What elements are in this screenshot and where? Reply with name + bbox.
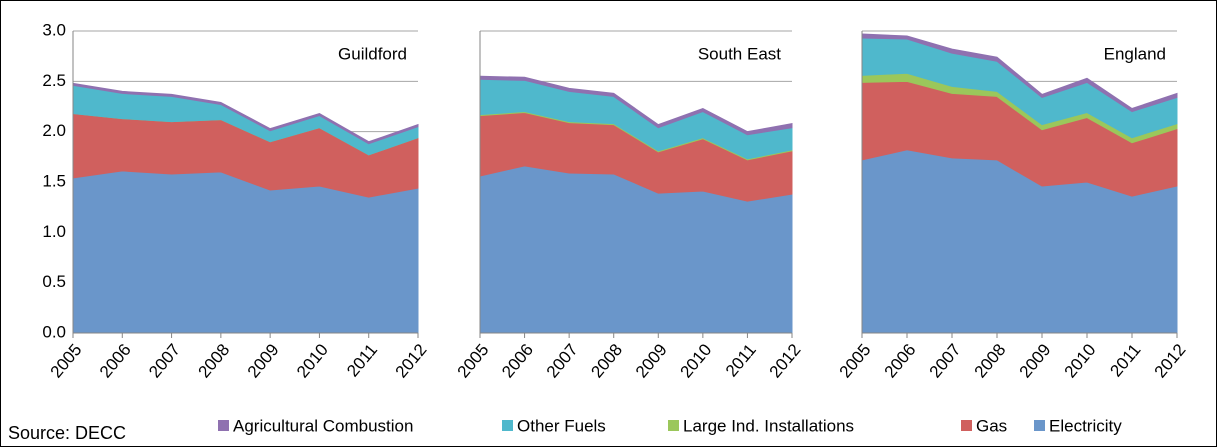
x-tick-label: 2009 — [244, 340, 283, 381]
x-tick-label: 2010 — [293, 340, 332, 381]
source-note: Source: DECC — [8, 423, 126, 443]
y-tick-label: 2.0 — [42, 121, 66, 140]
y-tick-label: 1.0 — [42, 222, 66, 241]
y-tick-label: 1.5 — [42, 171, 66, 190]
x-tick-label: 2006 — [96, 340, 135, 381]
x-tick-label: 2012 — [1151, 340, 1190, 381]
y-tick-label: 3.0 — [42, 20, 66, 39]
x-tick-label: 2008 — [587, 340, 626, 381]
x-tick-label: 2005 — [836, 340, 875, 381]
area — [861, 33, 1178, 113]
area — [479, 75, 793, 136]
x-tick-label: 2005 — [47, 340, 86, 381]
legend-swatch — [668, 420, 679, 431]
x-tick-label: 2005 — [454, 340, 493, 381]
legend-swatch — [1034, 420, 1045, 431]
legend-label: Agricultural Combustion — [233, 416, 413, 435]
legend-label: Electricity — [1049, 416, 1122, 435]
x-tick-label: 2010 — [1061, 340, 1100, 381]
x-tick-label: 2008 — [194, 340, 233, 381]
x-tick-label: 2010 — [676, 340, 715, 381]
x-tick-label: 2011 — [343, 340, 381, 380]
x-tick-label: 2007 — [926, 340, 965, 381]
x-tick-label: 2007 — [145, 340, 184, 381]
y-tick-label: 2.5 — [42, 71, 66, 90]
legend-label: Gas — [976, 416, 1007, 435]
x-tick-label: 2011 — [722, 340, 760, 380]
x-tick-label: 2012 — [766, 340, 805, 381]
x-tick-label: 2007 — [543, 340, 582, 381]
x-tick-label: 2011 — [1106, 340, 1144, 380]
x-tick-label: 2008 — [971, 340, 1010, 381]
legend-label: Other Fuels — [517, 416, 606, 435]
legend-swatch — [961, 420, 972, 431]
legend-label: Large Ind. Installations — [683, 416, 854, 435]
area — [72, 82, 419, 145]
legend-swatch — [218, 420, 229, 431]
x-tick-label: 2006 — [498, 340, 537, 381]
y-tick-label: 0.5 — [42, 272, 66, 291]
panel-title: Guildford — [338, 44, 407, 63]
panel-title: England — [1104, 44, 1166, 63]
x-tick-label: 2012 — [392, 340, 431, 381]
panel-title: South East — [698, 44, 781, 63]
x-tick-label: 2009 — [632, 340, 671, 381]
x-tick-label: 2009 — [1016, 340, 1055, 381]
y-tick-label: 0.0 — [42, 322, 66, 341]
legend-swatch — [502, 420, 513, 431]
x-tick-label: 2006 — [881, 340, 920, 381]
